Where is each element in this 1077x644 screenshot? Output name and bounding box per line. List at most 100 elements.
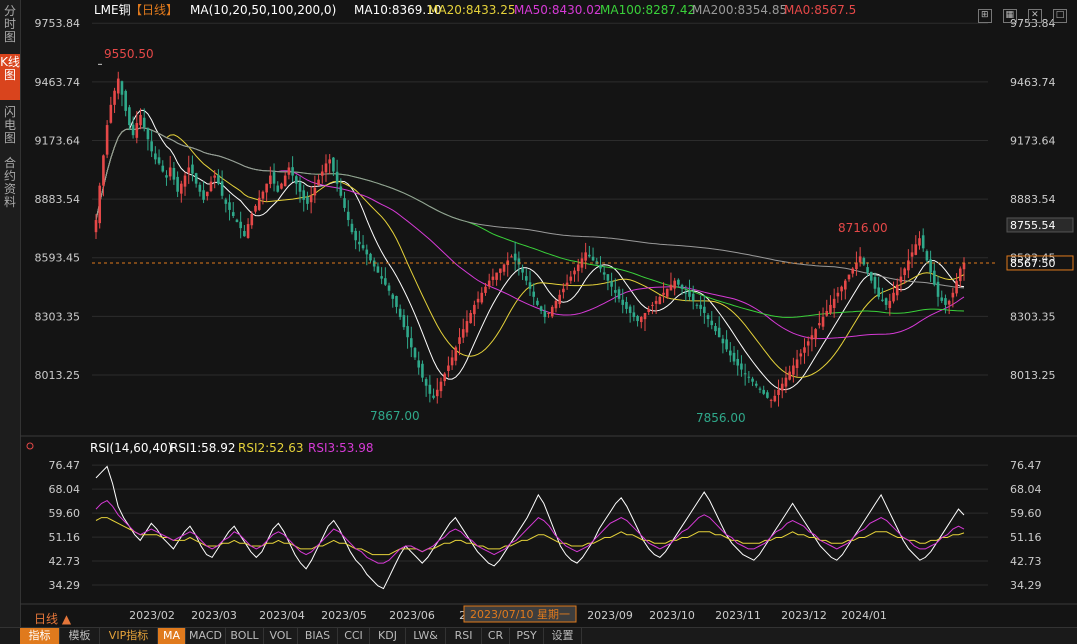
ma200-line [95,127,965,289]
candle-body [591,256,595,261]
candle-body [135,123,139,138]
kline-chart[interactable]: 9753.84 9753.84 9463.74 9463.74 9173.64 9173.… [20,0,1077,627]
candle-body [680,284,684,289]
candle-body [877,287,880,297]
candle-body [491,276,495,280]
rsi-y-tick-left: 34.29 [49,579,81,592]
maximize-icon[interactable]: □ [1053,9,1067,23]
candle-body [146,128,150,140]
indicator-bar: 指标 模板 VIP指标 MA MACD BOLL VOL BIAS CCI KD… [0,627,1077,644]
tab-settings[interactable]: 设置 [544,628,582,644]
candle-body [558,294,561,305]
candle-body [487,280,491,287]
candle-body [339,186,343,196]
tab-flash[interactable]: 闪电图 [3,105,16,145]
tab-kline[interactable]: K线图 [0,54,20,100]
candle-body [881,299,884,301]
tab-ma[interactable]: MA [158,628,186,644]
ma20-line [95,127,965,378]
candle-body [951,292,955,298]
y-tick-left: 9173.64 [35,134,81,147]
candle-body [250,213,254,226]
level-label: 8755.54 [1010,219,1056,232]
candle-body [573,270,576,275]
tab-contract-info[interactable]: 合约资料 [3,156,16,209]
candle-body [335,171,339,184]
candle-body [825,310,829,316]
candle-body [614,290,617,293]
candle-body [562,288,565,293]
candle-body [836,292,840,297]
candle-body [454,347,458,361]
candle-body [287,167,291,175]
candle-body [903,268,906,276]
tab-boll[interactable]: BOLL [226,628,264,644]
candle-body [116,78,120,94]
ma-value-3: MA100:8287.42 [600,3,695,17]
ma-params: MA(10,20,50,100,200,0) [190,3,336,17]
rsi-y-tick-right: 68.04 [1010,483,1042,496]
candle-body [157,157,161,164]
rsi-y-tick-left: 51.16 [49,531,81,544]
candle-body [413,348,417,358]
candle-body [539,306,543,311]
period-selector[interactable]: 日线 ▲ [34,612,72,626]
candle-body [628,306,632,313]
candle-body [291,167,294,176]
candle-body [131,124,135,136]
candle-body [621,299,625,305]
y-tick-right: 8303.35 [1010,310,1056,323]
candle-body [847,274,851,280]
candle-body [773,395,777,402]
candle-body [180,183,183,194]
candle-body [677,279,680,285]
candle-body [480,292,484,303]
candle-body [936,281,940,297]
candle-body [803,347,806,353]
close-icon[interactable]: ✕ [1027,9,1042,23]
high-annotation: 9550.50 [104,47,154,61]
candle-body [447,365,450,371]
candle-body [599,264,602,269]
candle-body [647,308,651,312]
candle-body [528,282,532,289]
candle-body [632,312,636,318]
expand-icon[interactable]: ⊞ [977,9,992,23]
candle-body [343,198,346,208]
rsi-y-tick-left: 42.73 [49,555,81,568]
tab-macd[interactable]: MACD [186,628,226,644]
tab-vip-indicators[interactable]: VIP指标 [100,628,158,644]
x-tick: 2023/06 [389,609,435,622]
candle-body [228,202,231,210]
candle-body [792,365,795,375]
rsi-y-tick-right: 59.60 [1010,507,1042,520]
candle-body [428,384,432,394]
tab-timeshare[interactable]: 分时图 [3,4,16,44]
candle-body [729,350,732,356]
candle-body [513,253,517,261]
tab-bias[interactable]: BIAS [298,628,338,644]
tab-kdj[interactable]: KDJ [370,628,406,644]
candle-body [109,104,113,123]
grid-icon[interactable]: ▦ [1002,9,1017,23]
candle-body [625,301,628,309]
level-box [1006,217,1074,233]
tab-cr[interactable]: CR [482,628,510,644]
tab-vol[interactable]: VOL [264,628,298,644]
tab-template[interactable]: 模板 [60,628,100,644]
tab-cci[interactable]: CCI [338,628,370,644]
candle-body [888,300,892,309]
candle-body [851,268,855,274]
candle-body [346,211,350,221]
candle-body [565,282,569,286]
tab-rsi[interactable]: RSI [446,628,482,644]
candle-body [198,184,202,192]
y-tick-right: 8593.45 [1010,252,1056,265]
ma10-line [95,109,965,391]
y-tick-right: 8013.25 [1010,369,1056,382]
rsi-value-0: RSI1:58.92 [170,441,236,455]
candle-body [94,220,98,233]
tab-indicators[interactable]: 指标 [20,628,60,644]
tab-lw[interactable]: LW& [406,628,446,644]
tab-psy[interactable]: PSY [510,628,544,644]
